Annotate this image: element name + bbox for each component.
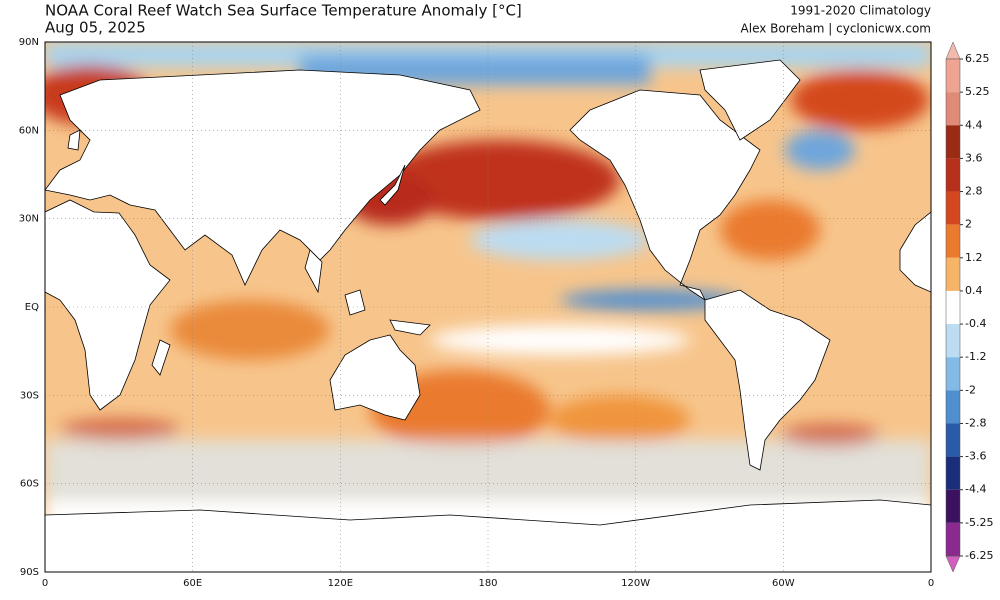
colorbar-segment: [946, 456, 960, 490]
colorbar-tick-label: -0.4: [965, 317, 986, 330]
colorbar-tick-label: -2.8: [965, 416, 986, 429]
lon-label: 180: [478, 578, 497, 589]
lat-label: 30N: [19, 214, 39, 225]
colorbar-segment: [946, 92, 960, 126]
colorbar-tick-label: -4.4: [965, 483, 986, 496]
lat-label: 30S: [20, 390, 39, 401]
colorbar-tick-label: -6.25: [965, 549, 993, 562]
graticule: [45, 42, 931, 572]
colorbar-tick-label: 4.4: [965, 118, 983, 131]
lon-label: 0: [42, 578, 48, 589]
lon-label: 60W: [772, 578, 795, 589]
colorbar-tick-label: -5.25: [965, 516, 993, 529]
colorbar-tick-label: -3.6: [965, 450, 986, 463]
madagascar: [151, 339, 171, 376]
colorbar-arrow: [945, 41, 961, 60]
colorbar-segment: [946, 290, 960, 325]
colorbar-tick-label: 2: [965, 218, 972, 231]
lat-label: 90N: [19, 37, 39, 48]
colorbar-tick-label: -1.2: [965, 350, 986, 363]
lat-label: 60N: [19, 125, 39, 136]
lon-label: 120E: [328, 578, 353, 589]
lon-label: 120W: [621, 578, 650, 589]
colorbar-segment: [946, 390, 960, 424]
colorbar-segment: [946, 257, 960, 291]
indochina: [304, 249, 323, 294]
lon-label: 60E: [183, 578, 202, 589]
antarctica: [45, 499, 931, 572]
colorbar-tick-label: 2.8: [965, 185, 983, 198]
colorbar-tick-label: -2: [965, 383, 976, 396]
climatology: 1991-2020 Climatology: [790, 4, 931, 18]
colorbar-segment: [946, 158, 960, 192]
britain: [67, 129, 81, 151]
borneo: [344, 289, 366, 316]
colorbar-tick-label: 1.2: [965, 251, 983, 264]
lat-label: 90S: [20, 567, 39, 578]
colorbar-segment: [946, 191, 960, 225]
date: Aug 05, 2025: [45, 19, 146, 37]
colorbar-segment: [946, 357, 960, 391]
colorbar-tick-label: 0.4: [965, 284, 983, 297]
lon-label: 0: [928, 578, 934, 589]
colorbar-segment: [946, 224, 960, 258]
australia: [329, 334, 421, 421]
colorbar-segment: [946, 59, 960, 93]
colorbar-segment: [946, 125, 960, 159]
greenland: [699, 59, 801, 141]
eurasia: [45, 69, 481, 286]
colorbar-arrow: [945, 555, 961, 573]
map-frame: [44, 41, 932, 573]
south-america: [704, 289, 831, 471]
colorbar-frame: [945, 58, 961, 557]
lat-label: 60S: [20, 479, 39, 490]
lat-label: EQ: [25, 302, 39, 313]
japan: [379, 164, 406, 206]
map: [45, 42, 931, 572]
colorbar-tick-label: 6.25: [965, 52, 990, 65]
credit: Alex Boreham | cyclonicwx.com: [741, 22, 931, 36]
colorbar-tick-label: 3.6: [965, 151, 983, 164]
colorbar-segment: [946, 522, 960, 556]
title: NOAA Coral Reef Watch Sea Surface Temper…: [45, 2, 522, 20]
west-africa: [899, 211, 931, 293]
africa: [45, 199, 171, 411]
new-guinea: [389, 319, 431, 336]
colorbar-segment: [946, 324, 960, 358]
colorbar-segment: [946, 489, 960, 523]
colorbar-tick-label: 5.25: [965, 85, 990, 98]
colorbar-segment: [946, 423, 960, 457]
